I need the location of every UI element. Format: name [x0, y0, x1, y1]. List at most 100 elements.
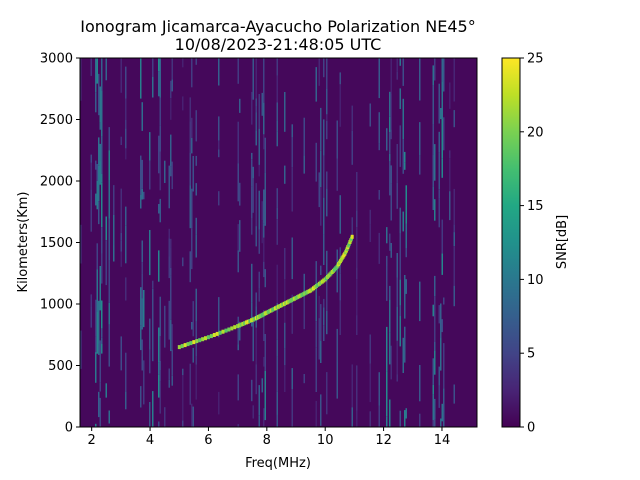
heatmap-cell: [90, 162, 92, 190]
heatmap-cell: [369, 363, 371, 403]
heatmap-cell: [449, 158, 451, 192]
heatmap-cell: [432, 186, 434, 210]
heatmap-background: [80, 58, 477, 427]
heatmap-cell: [101, 91, 103, 137]
heatmap-cell: [404, 162, 406, 170]
heatmap-cell: [252, 178, 254, 213]
heatmap-cell: [108, 324, 110, 367]
heatmap-cell: [263, 356, 265, 367]
heatmap-cell: [453, 246, 455, 286]
heatmap-cell: [389, 299, 391, 333]
heatmap-cell: [449, 82, 451, 109]
heatmap-cell: [389, 91, 391, 117]
heatmap-cell: [263, 408, 265, 427]
heatmap-cell: [389, 132, 391, 154]
heatmap-cell: [303, 295, 305, 330]
heatmap-cell: [125, 391, 127, 410]
heatmap-cell: [390, 243, 392, 258]
heatmap-cell: [263, 237, 265, 262]
y-axis: 0 500 1000 1500 2000 2500 3000: [40, 52, 80, 436]
heatmap-cell: [108, 302, 110, 325]
heatmap-cell: [404, 326, 406, 363]
heatmap-cell: [101, 136, 103, 174]
heatmap-cell: [390, 183, 392, 221]
heatmap-cell: [143, 290, 145, 328]
trace-point: [218, 330, 222, 335]
heatmap-cell: [276, 391, 278, 415]
heatmap-cell: [99, 340, 101, 383]
heatmap-cell: [237, 121, 239, 164]
heatmap-cell: [441, 319, 443, 333]
heatmap-cell: [443, 388, 445, 427]
trace-point: [350, 234, 354, 239]
heatmap-cell: [195, 234, 197, 258]
heatmap-cell: [261, 201, 263, 221]
heatmap-cell: [95, 92, 97, 113]
heatmap-cell: [101, 253, 103, 284]
heatmap-cell: [149, 160, 151, 190]
heatmap-cell: [152, 76, 154, 98]
heatmap-cell: [191, 403, 193, 427]
heatmap-cell: [291, 167, 293, 212]
heatmap-cell: [326, 188, 328, 217]
heatmap-cell: [140, 58, 142, 99]
heatmap-cell: [218, 116, 220, 141]
heatmap-cell: [120, 188, 122, 233]
heatmap-cell: [405, 223, 407, 248]
trace-point: [239, 322, 243, 327]
heatmap-cell: [195, 183, 197, 196]
heatmap-cell: [158, 421, 160, 427]
heatmap-cell: [149, 132, 151, 161]
trace-point: [195, 339, 199, 344]
heatmap-cell: [434, 419, 436, 427]
heatmap-cell: [255, 112, 257, 131]
heatmap-cell: [159, 296, 161, 337]
heatmap-cell: [453, 285, 455, 307]
heatmap-cell: [369, 209, 371, 225]
heatmap-cell: [141, 339, 143, 357]
trace-point: [177, 345, 181, 350]
heatmap-cell: [453, 110, 455, 128]
heatmap-cell: [125, 352, 127, 392]
heatmap-cell: [396, 340, 398, 375]
heatmap-cell: [386, 371, 388, 417]
heatmap-cell: [140, 287, 142, 326]
heatmap-cell: [419, 413, 421, 427]
heatmap-cell: [405, 279, 407, 294]
heatmap-cell: [239, 321, 241, 341]
y-tick-label: 1500: [40, 236, 73, 251]
heatmap-cell: [149, 402, 151, 427]
x-tick-label: 14: [434, 433, 451, 448]
heatmap-cell: [315, 287, 317, 322]
heatmap-cell: [326, 120, 328, 140]
trace-point: [233, 325, 237, 330]
heatmap-cell: [191, 188, 193, 228]
y-tick-label: 0: [65, 421, 73, 436]
heatmap-cell: [434, 144, 436, 181]
heatmap-cell: [438, 366, 440, 386]
heatmap-cell: [182, 58, 184, 68]
heatmap-cell: [258, 94, 260, 129]
heatmap-cell: [98, 165, 100, 202]
heatmap-cell: [125, 206, 127, 226]
heatmap-cell: [95, 193, 97, 206]
heatmap-cell: [189, 363, 191, 405]
heatmap-cell: [149, 318, 151, 350]
heatmap-cell: [98, 343, 100, 355]
heatmap-cell: [303, 155, 305, 174]
heatmap-cell: [237, 316, 239, 345]
heatmap-cell: [96, 58, 98, 84]
heatmap-cell: [276, 131, 278, 147]
heatmap-cell: [399, 207, 401, 234]
heatmap-cell: [168, 368, 170, 380]
heatmap-cell: [399, 279, 401, 306]
heatmap-cell: [284, 92, 286, 132]
heatmap-cell: [168, 238, 170, 257]
heatmap-cell: [419, 122, 421, 156]
heatmap-cell: [158, 250, 160, 282]
trace-point: [251, 317, 255, 322]
heatmap-cell: [434, 350, 436, 375]
heatmap-cell: [195, 364, 197, 400]
heatmap-cell: [263, 310, 265, 341]
heatmap-cell: [101, 227, 103, 254]
